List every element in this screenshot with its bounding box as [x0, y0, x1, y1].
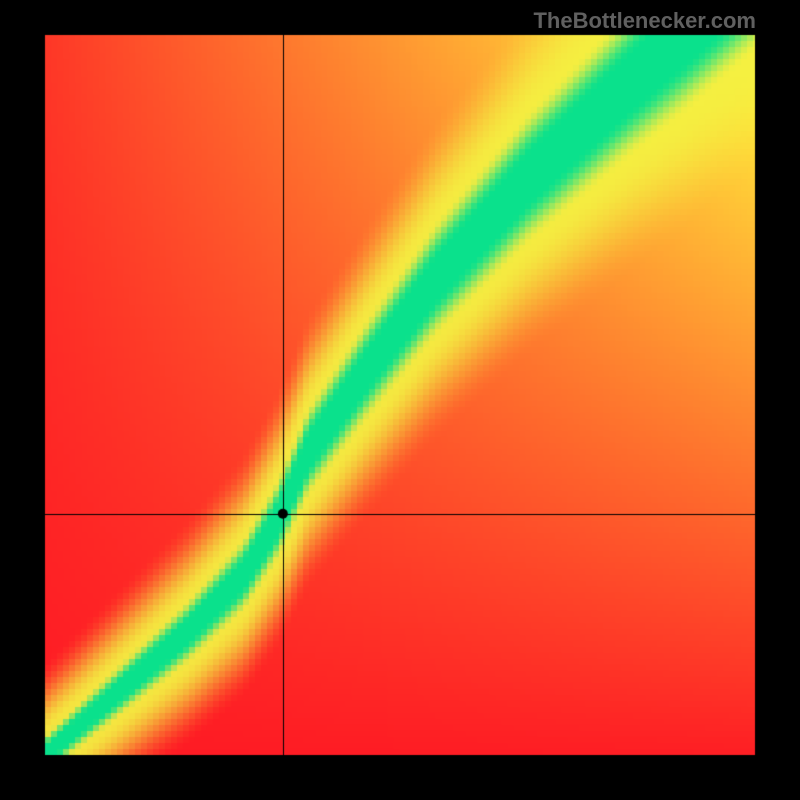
watermark-text: TheBottlenecker.com — [533, 8, 756, 34]
bottleneck-heatmap — [0, 0, 800, 800]
